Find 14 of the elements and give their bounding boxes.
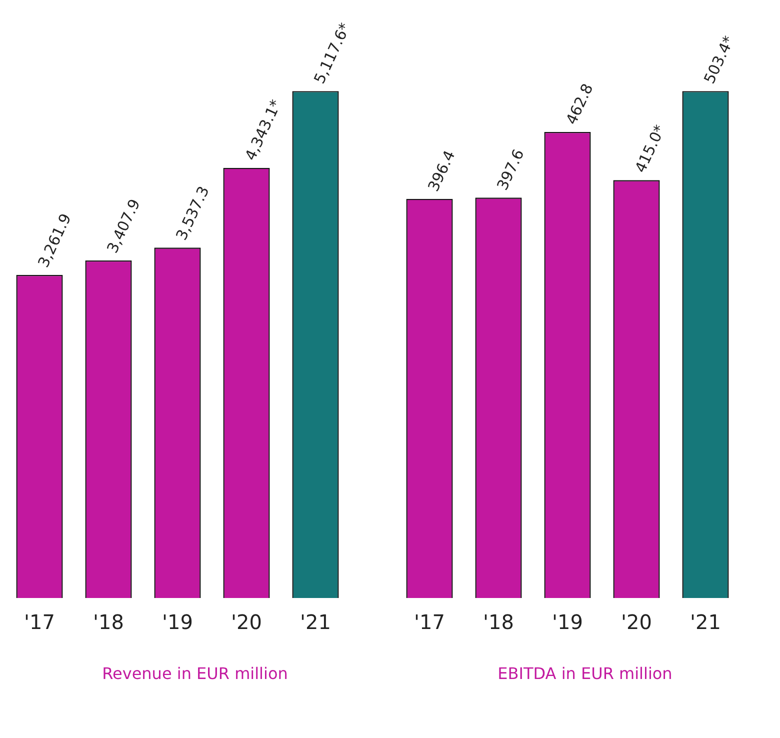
text: EBITDA in EUR million: [496, 664, 674, 683]
x-tick-label: '21: [690, 610, 721, 634]
data-label: 415.0*: [631, 122, 670, 176]
x-tick-label: '21: [300, 610, 331, 634]
x-tick-label: '19: [552, 610, 583, 634]
x-tick-label: '18: [483, 610, 514, 634]
x-tick-label: '17: [414, 610, 445, 634]
data-label: 462.8: [562, 80, 597, 128]
x-tick-label: '18: [93, 610, 124, 634]
x-tick-label: '20: [231, 610, 262, 634]
x-tick-label: '20: [621, 610, 652, 634]
x-tick-label: '19: [162, 610, 193, 634]
text: Revenue in EUR million: [101, 664, 289, 683]
x-tick-label: '17: [24, 610, 55, 634]
